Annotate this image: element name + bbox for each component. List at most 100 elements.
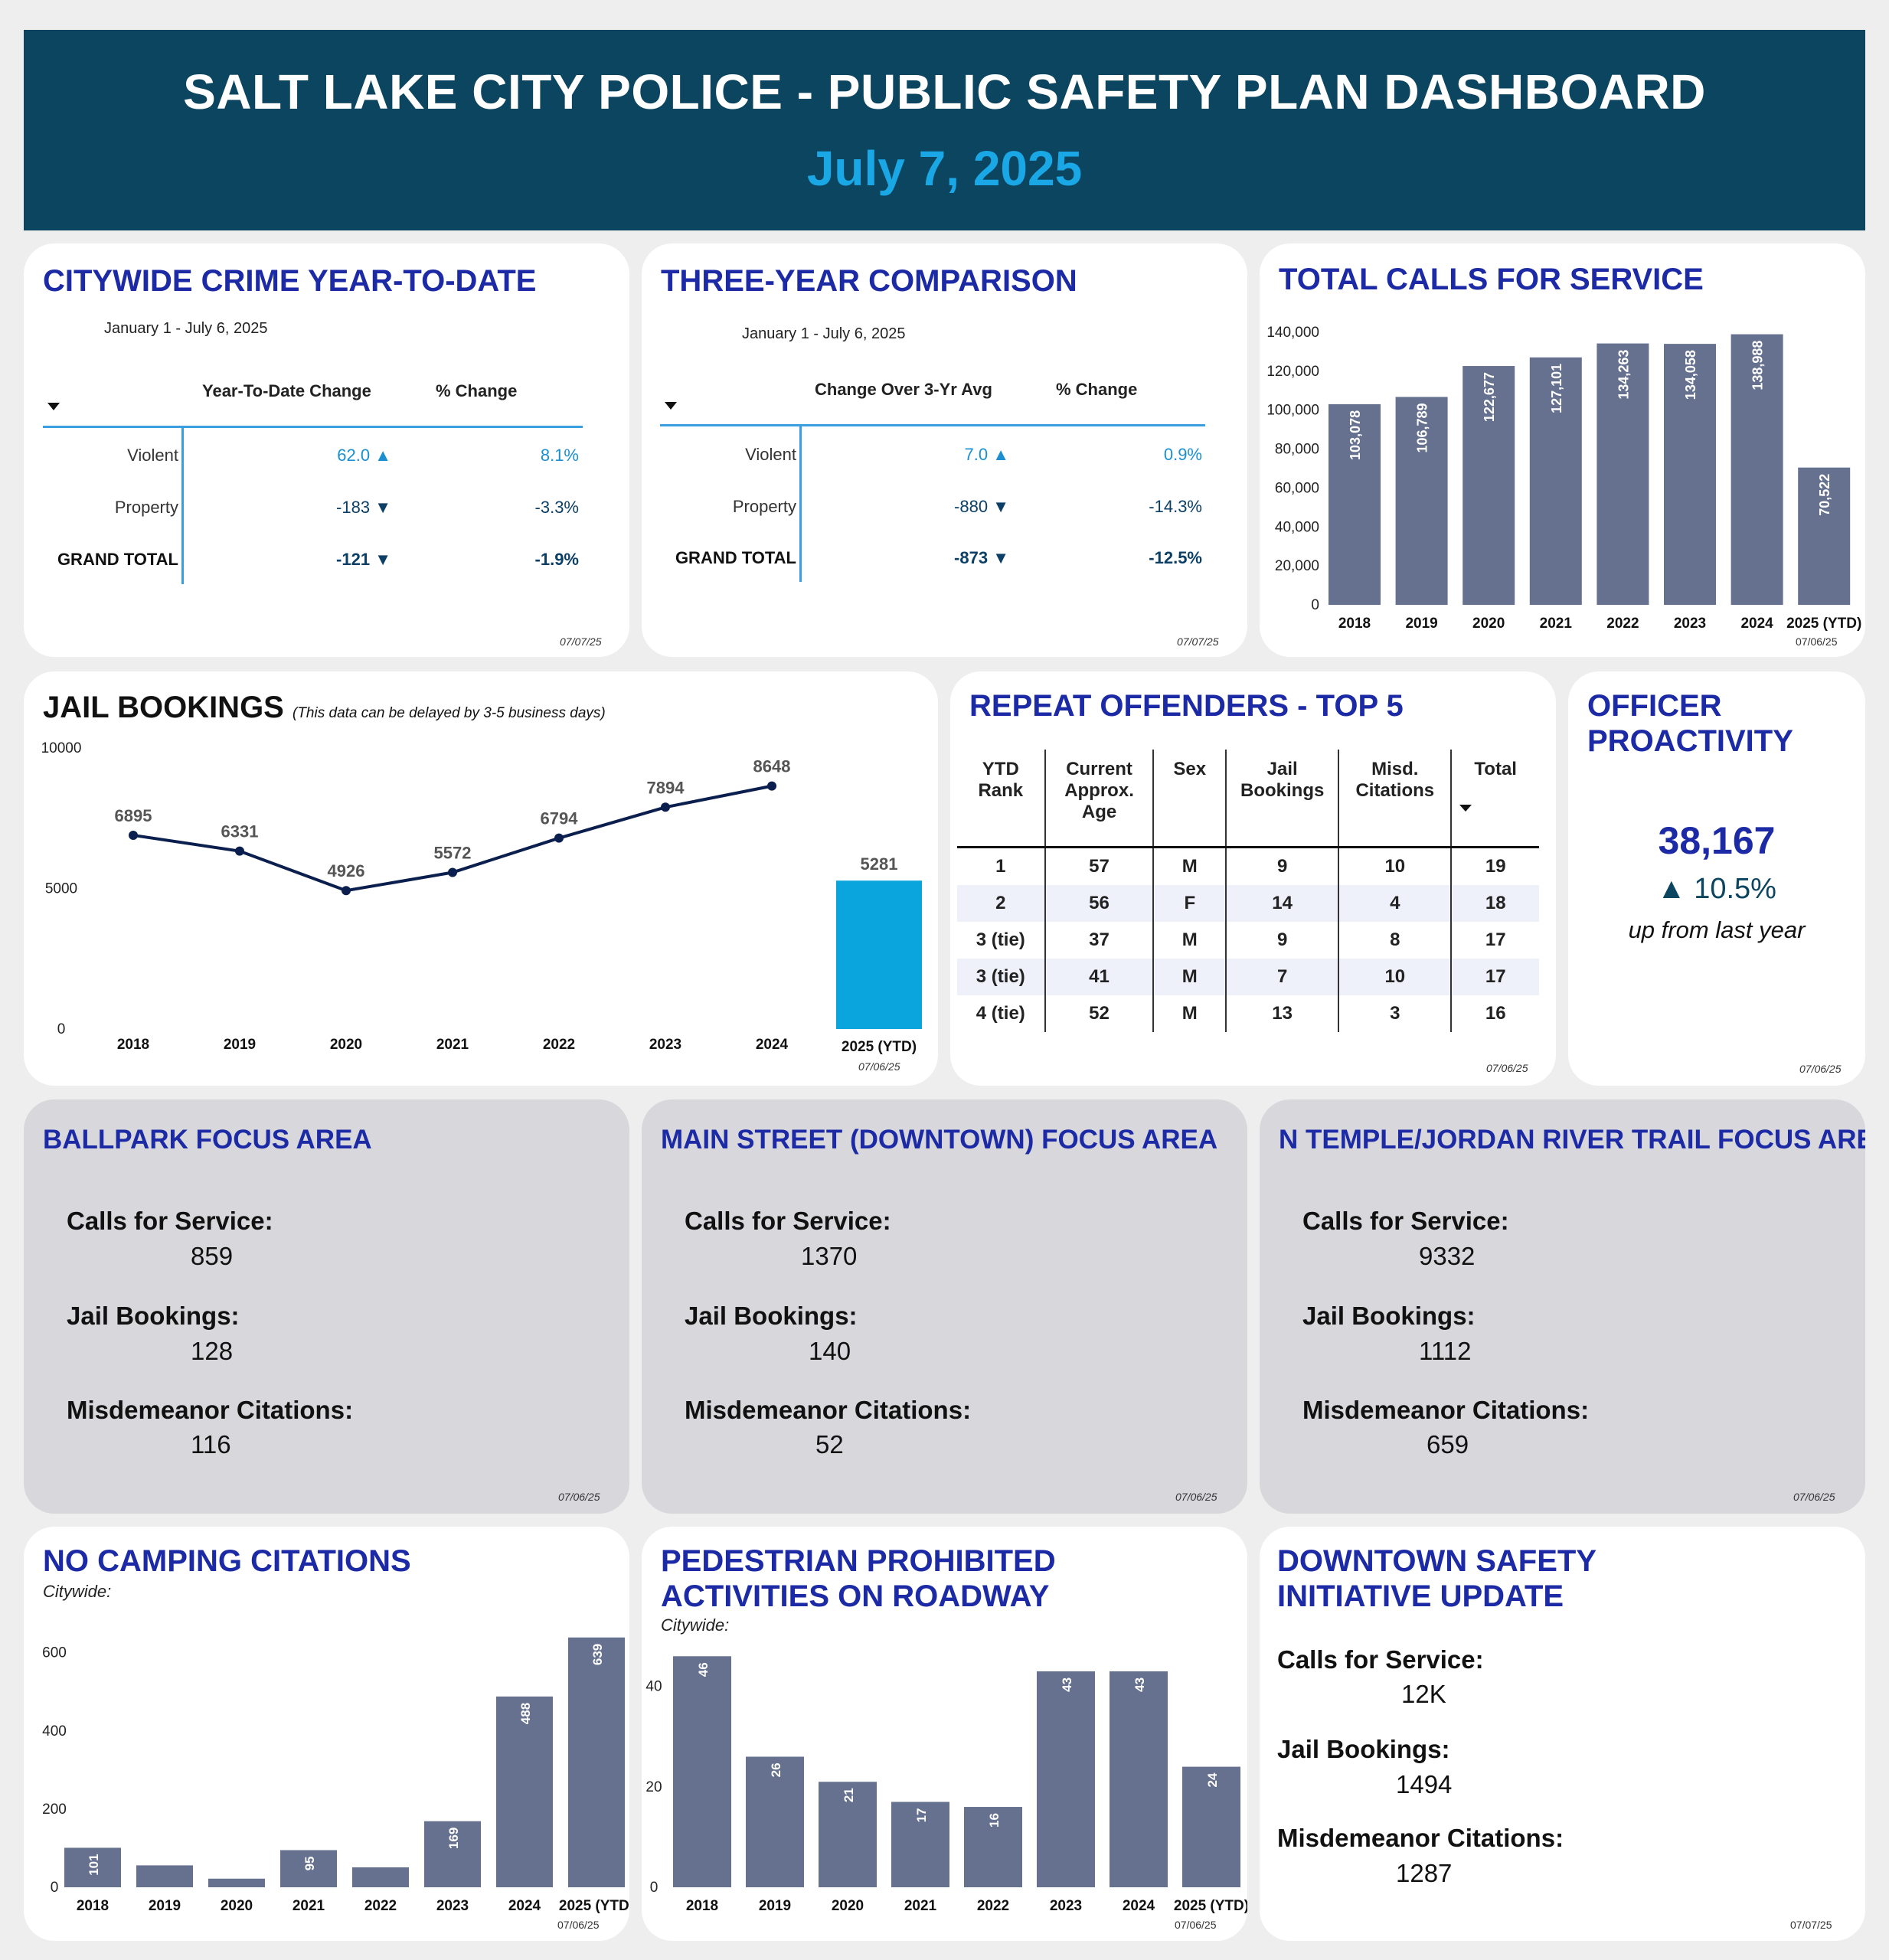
pct-property: -3.3%	[534, 498, 579, 517]
calls-value: 1370	[801, 1242, 858, 1270]
data-label: 134,058	[1683, 350, 1698, 400]
table-cell: 8	[1338, 922, 1453, 959]
data-label: 6331	[221, 822, 259, 841]
proactivity-note: up from last year	[1628, 916, 1806, 943]
x-tick-label: 2021	[904, 1898, 937, 1914]
column-header-change[interactable]: Change Over 3-Yr Avg	[815, 380, 992, 399]
bar	[1596, 343, 1649, 605]
col-jail-bookings[interactable]: Jail Bookings	[1226, 750, 1340, 848]
table-row: 3 (tie) 41 M 7 10 17	[957, 959, 1539, 995]
table-cell: 17	[1485, 929, 1506, 950]
jail-value: 1112	[1419, 1337, 1472, 1365]
x-tick-label: 2020	[1472, 616, 1505, 632]
data-label: 169	[446, 1828, 461, 1849]
col-age[interactable]: Current Approx. Age	[1044, 750, 1155, 848]
change-property: -183 ▼	[336, 498, 391, 517]
data-label: 5281	[861, 854, 898, 874]
data-label: 70,522	[1817, 474, 1832, 516]
bar	[568, 1637, 625, 1887]
bar	[208, 1878, 265, 1887]
card-title: THREE-YEAR COMPARISON	[661, 264, 1077, 298]
data-label: 101	[87, 1854, 101, 1875]
jail-label: Jail Bookings:	[685, 1302, 858, 1330]
column-header-pct[interactable]: % Change	[1056, 380, 1138, 399]
sort-dropdown-icon[interactable]	[47, 403, 60, 410]
misd-label: Misdemeanor Citations:	[1277, 1824, 1564, 1852]
row-label-violent: Violent	[127, 446, 178, 465]
x-tick-label: 2023	[1674, 616, 1706, 632]
y-tick-label: 100,000	[1266, 403, 1319, 419]
bar	[1463, 366, 1515, 605]
date-stamp: 07/06/25	[1793, 1491, 1835, 1503]
change-violent: 7.0 ▲	[964, 445, 1010, 464]
x-tick-label: 2021	[293, 1898, 325, 1914]
bar	[1395, 397, 1448, 605]
x-tick-label: 2020	[832, 1898, 864, 1914]
bar	[352, 1867, 409, 1887]
sort-desc-icon[interactable]	[1459, 805, 1472, 812]
x-tick-label: 2024	[508, 1898, 541, 1914]
y-tick-label: 140,000	[1266, 325, 1319, 341]
up-arrow-icon: ▲	[992, 445, 1009, 464]
card-title: NO CAMPING CITATIONS	[43, 1544, 411, 1578]
row-label-grand-total: GRAND TOTAL	[675, 548, 796, 567]
y-tick-label: 80,000	[1275, 442, 1319, 458]
repeat-offenders-card: REPEAT OFFENDERS - TOP 5 YTD Rank Curren…	[950, 671, 1556, 1086]
three-year-card: THREE-YEAR COMPARISON January 1 - July 6…	[642, 243, 1247, 657]
data-label: 122,677	[1482, 372, 1497, 422]
y-tick-label: 0	[1311, 597, 1319, 613]
officer-proactivity-card: OFFICER PROACTIVITY 38,167 ▲ 10.5% up fr…	[1568, 671, 1865, 1086]
bar	[673, 1656, 731, 1887]
x-tick-label: 2022	[1606, 616, 1639, 632]
calls-value: 9332	[1419, 1242, 1476, 1270]
table-cell: F	[1153, 885, 1227, 922]
table-cell: 17	[1451, 959, 1539, 995]
x-tick-label: 2024	[1123, 1898, 1155, 1914]
table-cell: M	[1153, 995, 1227, 1032]
x-tick-label: 2018	[77, 1898, 109, 1914]
column-header-pct[interactable]: % Change	[436, 381, 518, 400]
table-cell: 10	[1338, 959, 1453, 995]
data-label: 106,789	[1415, 403, 1430, 452]
calls-value: 859	[191, 1242, 234, 1270]
down-arrow-icon: ▼	[992, 548, 1009, 567]
data-point	[554, 833, 564, 843]
x-tick-label: 2025 (YTD)	[559, 1898, 629, 1914]
data-label: 16	[987, 1813, 1002, 1828]
data-label: 43	[1132, 1677, 1147, 1692]
misd-value: 116	[191, 1430, 231, 1459]
header-divider	[43, 426, 583, 428]
table-cell: 16	[1485, 1003, 1506, 1024]
bar	[424, 1821, 481, 1887]
column-header-change[interactable]: Year-To-Date Change	[202, 381, 371, 400]
bar	[1037, 1671, 1095, 1887]
y-tick-label: 20,000	[1275, 558, 1319, 574]
table-cell: 41	[1044, 959, 1155, 995]
data-label: 6794	[541, 809, 579, 828]
bar	[64, 1847, 121, 1887]
bar	[136, 1865, 193, 1887]
y-tick-label: 0	[51, 1880, 59, 1896]
data-label: 639	[590, 1644, 605, 1665]
col-misd-citations[interactable]: Misd. Citations	[1338, 750, 1453, 848]
col-ytd-rank[interactable]: YTD Rank	[957, 750, 1046, 848]
down-arrow-icon: ▼	[374, 550, 391, 569]
y-tick-label: 200	[42, 1802, 67, 1818]
date-stamp: 07/06/25	[1486, 1062, 1528, 1074]
no-camping-card: NO CAMPING CITATIONS Citywide: 0 200 400 60…	[24, 1527, 629, 1941]
date-stamp: 07/06/25	[558, 1491, 600, 1503]
table-cell: 37	[1044, 922, 1155, 959]
table-cell: M	[1153, 847, 1227, 885]
data-label: 6895	[115, 806, 152, 825]
scope-label: Citywide:	[661, 1615, 730, 1635]
col-sex[interactable]: Sex	[1153, 750, 1227, 848]
table-cell: 10	[1338, 847, 1453, 885]
x-tick-label: 2025 (YTD)	[1786, 616, 1861, 632]
date-stamp: 07/07/25	[560, 635, 602, 648]
col-total[interactable]: Total	[1451, 750, 1539, 848]
sort-dropdown-icon[interactable]	[665, 402, 677, 410]
x-tick-label: 2023	[436, 1898, 469, 1914]
table-row: 4 (tie) 52 M 13 3 16	[957, 995, 1539, 1032]
dashboard-date: July 7, 2025	[806, 141, 1083, 196]
data-label: 138,988	[1750, 341, 1766, 390]
